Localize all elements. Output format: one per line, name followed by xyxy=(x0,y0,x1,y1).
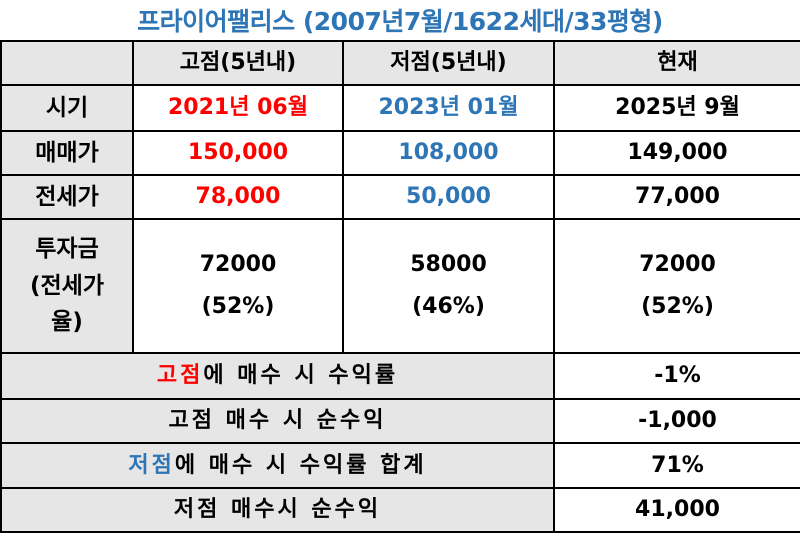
high-return-rest: 에 매수 시 수익률 xyxy=(203,363,399,389)
summary-high-return-label: 고점에 매수 시 수익률 xyxy=(0,352,555,400)
invest-high-pct: (52%) xyxy=(201,294,275,319)
summary-row-high-profit: 고점 매수 시 순수익 -1,000 xyxy=(0,398,800,444)
summary-low-return-value: 71% xyxy=(553,442,800,489)
invest-now-pct: (52%) xyxy=(641,294,714,319)
sale-high: 150,000 xyxy=(132,130,344,176)
invest-low-value: 58000 xyxy=(410,252,487,278)
row-label-jeonse: 전세가 xyxy=(0,174,134,220)
invest-now: 72000 (52%) xyxy=(553,218,800,354)
row-label-sale: 매매가 xyxy=(0,130,134,176)
summary-row-high-return: 고점에 매수 시 수익률 -1% xyxy=(0,352,800,400)
low-return-rest: 에 매수 시 수익률 합계 xyxy=(174,452,427,478)
invest-label-line3: 율) xyxy=(51,309,83,336)
invest-high: 72000 (52%) xyxy=(132,218,344,354)
header-row: 고점(5년내) 저점(5년내) 현재 xyxy=(0,40,800,86)
header-now: 현재 xyxy=(553,40,800,86)
table-row-jeonse: 전세가 78,000 50,000 77,000 xyxy=(0,174,800,220)
summary-high-profit-value: -1,000 xyxy=(553,398,800,444)
invest-low: 58000 (46%) xyxy=(342,218,555,354)
table-row-invest: 투자금 (전세가 율) 72000 (52%) 58000 (46%) 7200… xyxy=(0,218,800,354)
summary-high-profit-label: 고점 매수 시 순수익 xyxy=(0,398,555,444)
table-row-period: 시기 2021년 06월 2023년 01월 2025년 9월 xyxy=(0,84,800,132)
jeonse-high: 78,000 xyxy=(132,174,344,220)
table-row-sale: 매매가 150,000 108,000 149,000 xyxy=(0,130,800,176)
period-high: 2021년 06월 xyxy=(132,84,344,132)
sale-low: 108,000 xyxy=(342,130,555,176)
invest-label-line2: (전세가 xyxy=(30,272,104,299)
summary-row-low-profit: 저점 매수시 순수익 41,000 xyxy=(0,487,800,533)
row-label-period: 시기 xyxy=(0,84,134,132)
period-now: 2025년 9월 xyxy=(553,84,800,132)
sale-now: 149,000 xyxy=(553,130,800,176)
jeonse-low: 50,000 xyxy=(342,174,555,220)
comparison-table: 고점(5년내) 저점(5년내) 현재 시기 2021년 06월 2023년 01… xyxy=(0,40,800,533)
high-highlight: 고점 xyxy=(156,363,204,389)
header-low: 저점(5년내) xyxy=(342,40,555,86)
page-title: 프라이어팰리스 (2007년7월/1622세대/33평형) xyxy=(0,0,800,40)
low-highlight: 저점 xyxy=(128,452,175,478)
summary-high-return-value: -1% xyxy=(553,352,800,400)
header-high: 고점(5년내) xyxy=(132,40,344,86)
summary-low-profit-label: 저점 매수시 순수익 xyxy=(0,487,555,533)
invest-high-value: 72000 xyxy=(199,252,277,278)
jeonse-now: 77,000 xyxy=(553,174,800,220)
period-low: 2023년 01월 xyxy=(342,84,555,132)
summary-low-return-label: 저점에 매수 시 수익률 합계 xyxy=(0,442,555,489)
summary-low-profit-value: 41,000 xyxy=(553,487,800,533)
invest-now-value: 72000 xyxy=(639,252,716,278)
summary-row-low-return: 저점에 매수 시 수익률 합계 71% xyxy=(0,442,800,489)
header-empty-cell xyxy=(0,40,134,86)
invest-label-line1: 투자금 xyxy=(35,235,99,262)
row-label-invest: 투자금 (전세가 율) xyxy=(0,218,134,354)
invest-low-pct: (46%) xyxy=(412,294,485,319)
